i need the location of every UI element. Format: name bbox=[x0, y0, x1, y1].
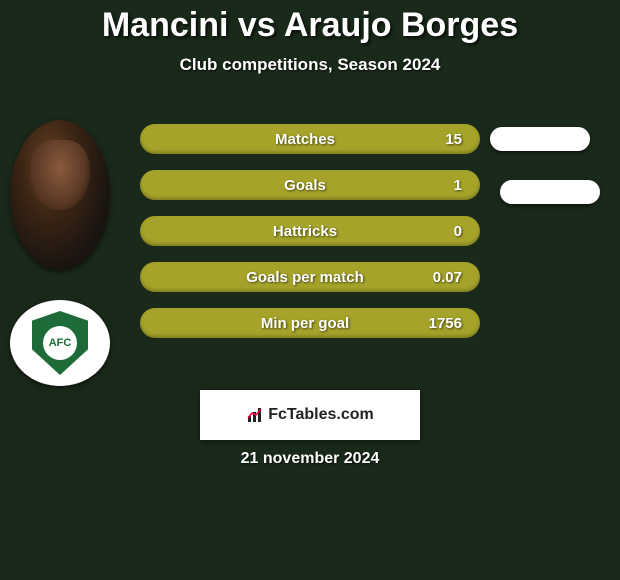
subtitle: Club competitions, Season 2024 bbox=[0, 55, 620, 75]
date-text: 21 november 2024 bbox=[0, 450, 620, 468]
stat-label: Goals bbox=[198, 177, 412, 194]
club-badge: AFC bbox=[10, 300, 110, 386]
stat-bars: Matches 15 Goals 1 Hattricks 0 Goals per… bbox=[140, 124, 480, 354]
stat-value: 0.07 bbox=[412, 269, 462, 286]
stat-label: Matches bbox=[198, 131, 412, 148]
stat-row-goals: Goals 1 bbox=[140, 170, 480, 200]
left-column: AFC bbox=[10, 120, 110, 386]
stat-row-hattricks: Hattricks 0 bbox=[140, 216, 480, 246]
opponent-blob-goals bbox=[500, 180, 600, 204]
page-title: Mancini vs Araujo Borges bbox=[0, 0, 620, 45]
stat-value: 1756 bbox=[412, 315, 462, 332]
attribution-text: FcTables.com bbox=[268, 406, 374, 424]
stat-label: Min per goal bbox=[198, 315, 412, 332]
stat-row-mpg: Min per goal 1756 bbox=[140, 308, 480, 338]
opponent-blob-matches bbox=[490, 127, 590, 151]
stat-value: 1 bbox=[412, 177, 462, 194]
stat-row-matches: Matches 15 bbox=[140, 124, 480, 154]
player-avatar bbox=[10, 120, 110, 270]
fctables-logo: FcTables.com bbox=[246, 406, 374, 424]
stat-value: 15 bbox=[412, 131, 462, 148]
club-monogram: AFC bbox=[43, 326, 77, 360]
stat-row-gpm: Goals per match 0.07 bbox=[140, 262, 480, 292]
stat-label: Goals per match bbox=[198, 269, 412, 286]
club-shield: AFC bbox=[32, 311, 88, 375]
chart-icon bbox=[246, 406, 264, 424]
attribution-box: FcTables.com bbox=[200, 390, 420, 440]
stat-label: Hattricks bbox=[198, 223, 412, 240]
stat-value: 0 bbox=[412, 223, 462, 240]
